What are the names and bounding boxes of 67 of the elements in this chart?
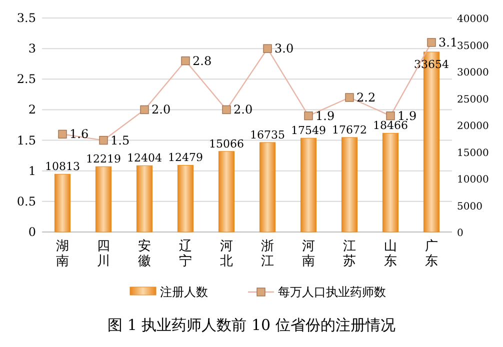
y2-tick-label: 10000	[457, 174, 489, 186]
data-label: 2.8	[192, 54, 212, 68]
y2-tick-label: 15000	[457, 148, 489, 159]
bar	[341, 137, 358, 232]
x-tick-label: 河北	[220, 239, 233, 269]
legend-label: 每万人口执业药师数	[278, 285, 386, 299]
data-label: 1.6	[70, 127, 89, 142]
x-tick-label: 广东	[425, 239, 438, 269]
point	[99, 136, 108, 145]
bar	[95, 166, 112, 232]
y-tick-label: 3	[28, 42, 36, 56]
bar	[136, 165, 153, 232]
x-tick-label: 江苏	[343, 239, 356, 269]
point	[427, 38, 436, 47]
y-tick-label: 1.5	[16, 133, 36, 148]
point	[304, 111, 313, 120]
data-label: 15066	[209, 137, 244, 150]
data-label: 2.0	[234, 102, 253, 117]
y-tick-label: 0	[28, 225, 36, 239]
legend-label: 注册人数	[160, 285, 208, 299]
y-tick-label: 2	[28, 102, 36, 117]
y2-tick-label: 0	[457, 228, 464, 239]
data-label: 2.2	[356, 90, 376, 104]
x-tick-label: 四川	[97, 239, 110, 269]
data-label: 12479	[168, 151, 203, 164]
data-label: 3.0	[274, 42, 294, 56]
data-label: 12404	[127, 152, 162, 165]
x-tick-label: 山东	[384, 239, 397, 269]
point	[345, 93, 354, 102]
data-label: 2.0	[152, 102, 171, 117]
x-tick-label: 湖南	[56, 239, 69, 269]
bar	[300, 138, 317, 232]
y-tick-label: 2.5	[16, 72, 36, 86]
data-label: 12219	[86, 152, 121, 166]
x-tick-label: 河南	[302, 239, 315, 269]
y2-tick-label: 5000	[457, 201, 482, 212]
y2-tick-label: 40000	[457, 14, 489, 25]
y-tick-label: 3.5	[16, 11, 36, 25]
bar	[259, 142, 276, 232]
data-label: 10813	[45, 160, 80, 174]
y-tick-label: 1	[28, 164, 36, 178]
data-label: 18466	[373, 119, 408, 132]
bar	[382, 132, 399, 232]
bar	[177, 164, 194, 232]
point	[58, 130, 67, 139]
data-label: 3.1	[438, 35, 458, 50]
point	[181, 56, 190, 66]
data-label: 1.9	[316, 108, 335, 123]
x-tick-label: 辽宁	[179, 239, 192, 269]
point	[386, 111, 395, 120]
point	[222, 105, 231, 114]
x-tick-label: 浙江	[261, 239, 274, 269]
point	[140, 105, 149, 114]
data-label: 17549	[291, 124, 326, 138]
bar	[54, 174, 71, 232]
bar	[218, 151, 235, 232]
y-tick-label: 0.5	[16, 194, 36, 208]
data-label: 16735	[250, 128, 285, 142]
data-label: 17672	[332, 123, 367, 136]
y2-tick-label: 35000	[457, 40, 489, 52]
text: 图 1 执业药师人数前 10 位省份的注册情况	[108, 316, 396, 334]
y2-tick-label: 20000	[457, 121, 489, 132]
x-tick-label: 安徽	[138, 238, 151, 269]
point	[263, 44, 272, 53]
y2-tick-label: 25000	[457, 94, 489, 106]
y2-tick-label: 30000	[457, 68, 489, 78]
data-label: 1.5	[110, 133, 130, 148]
